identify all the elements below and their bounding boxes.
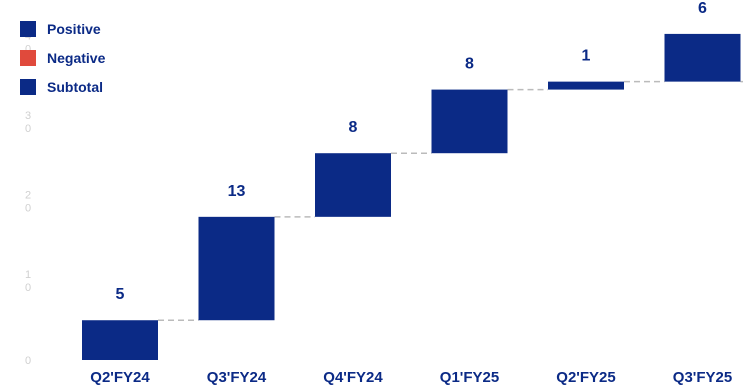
legend: Positive Negative Subtotal [20,20,105,95]
data-label: 8 [349,119,358,136]
waterfall-bar [198,216,275,321]
x-tick-label: Q4'FY24 [323,369,383,386]
waterfall-bar [431,89,508,154]
legend-swatch-subtotal [20,78,36,95]
x-tick-label: Q3'FY24 [207,369,267,386]
x-tick-label: Q2'FY24 [90,369,150,386]
data-label: 13 [228,183,246,200]
legend-label: Subtotal [47,78,103,95]
legend-swatch-negative [20,49,36,66]
waterfall-bar [548,81,624,90]
legend-label: Negative [47,49,106,66]
legend-item-positive[interactable]: Positive [20,20,105,37]
data-label: 8 [465,56,474,73]
waterfall-bar [315,153,391,217]
x-tick-label: Q1'FY25 [440,369,499,386]
legend-item-subtotal[interactable]: Subtotal [20,78,105,95]
x-tick-label: Q3'FY25 [673,369,732,386]
legend-label: Positive [47,20,101,37]
data-label: 6 [698,0,707,17]
legend-item-negative[interactable]: Negative [20,49,105,66]
x-tick-label: Q2'FY25 [556,369,615,386]
legend-swatch-positive [20,20,36,37]
y-tick-label: 0 [25,355,31,367]
data-label: 1 [582,48,591,65]
data-label: 5 [116,286,125,303]
waterfall-bar [664,33,741,82]
waterfall-bar [82,320,158,360]
